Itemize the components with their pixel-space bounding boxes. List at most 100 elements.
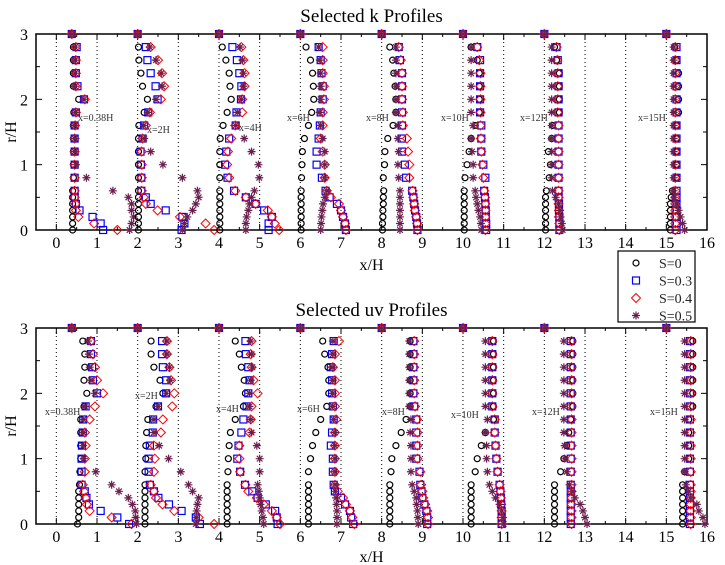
data-point	[474, 206, 483, 215]
data-point	[422, 505, 433, 517]
data-point	[404, 159, 415, 170]
data-point	[566, 335, 577, 347]
data-point	[680, 363, 689, 372]
data-point	[112, 224, 123, 236]
data-point	[253, 480, 262, 489]
data-point	[669, 160, 678, 169]
data-point	[141, 507, 149, 515]
legend-label: S=0.3	[659, 275, 692, 290]
data-point	[552, 81, 563, 92]
data-point	[391, 95, 400, 104]
data-point	[158, 82, 167, 91]
data-point	[90, 389, 99, 398]
data-point	[271, 512, 282, 523]
data-point	[467, 134, 476, 143]
data-point	[225, 69, 233, 77]
data-point	[113, 513, 122, 522]
data-point	[405, 389, 414, 398]
data-point	[566, 440, 577, 451]
data-point	[388, 455, 396, 463]
data-point	[669, 82, 678, 91]
legend-entry: S=0.3	[631, 275, 692, 290]
series-s-0-5	[133, 324, 203, 528]
legend-entry: S=0.5	[632, 310, 692, 325]
data-point	[247, 193, 256, 202]
data-point	[71, 69, 80, 78]
data-point	[127, 219, 136, 228]
data-point	[557, 219, 566, 228]
data-point	[304, 468, 313, 476]
data-point	[162, 337, 171, 346]
data-point	[66, 322, 77, 334]
data-point	[550, 481, 559, 489]
x-tick-label: 1	[93, 235, 101, 252]
data-point	[539, 322, 550, 334]
data-point	[670, 193, 679, 202]
data-point	[467, 43, 476, 52]
data-point	[556, 468, 565, 476]
data-point	[224, 455, 232, 463]
data-point	[191, 199, 200, 208]
x-tick-label: 6	[296, 235, 304, 252]
data-point	[332, 513, 341, 522]
data-point	[312, 147, 321, 156]
data-point	[547, 121, 556, 130]
data-point	[553, 133, 564, 144]
data-point	[297, 206, 305, 214]
data-point	[381, 148, 389, 156]
data-point	[459, 324, 467, 332]
data-point	[223, 494, 231, 502]
x-tick-label: 15	[658, 529, 674, 546]
data-point	[134, 219, 143, 228]
data-point	[460, 219, 468, 228]
data-point	[554, 199, 563, 208]
data-point	[548, 186, 557, 195]
data-point	[91, 375, 103, 386]
data-point	[83, 389, 91, 397]
data-point	[149, 415, 158, 424]
data-point	[242, 212, 251, 221]
data-point	[304, 507, 313, 515]
data-point	[552, 67, 563, 79]
data-point	[566, 427, 577, 438]
legend-diamond-icon	[630, 292, 642, 304]
series-s-0-5	[662, 324, 709, 528]
data-point	[79, 441, 88, 450]
data-point	[497, 506, 506, 515]
series-s-0	[215, 324, 250, 528]
data-point	[692, 500, 701, 509]
station-label: x=8H	[382, 407, 405, 418]
data-point	[262, 205, 274, 216]
station-label: x=2H	[147, 125, 170, 136]
data-point	[141, 494, 149, 502]
data-point	[467, 500, 475, 508]
data-point	[477, 159, 488, 170]
data-point	[70, 147, 79, 156]
data-point	[255, 173, 264, 182]
data-point	[680, 389, 689, 398]
data-point	[408, 480, 417, 489]
x-tick-label: 7	[337, 235, 345, 252]
data-point	[216, 187, 224, 195]
legend-star-icon	[632, 311, 640, 320]
series-s-0-4	[295, 28, 352, 236]
data-point	[676, 212, 685, 221]
data-point	[259, 520, 268, 528]
data-point	[393, 134, 402, 143]
data-point	[474, 54, 485, 66]
data-point	[394, 173, 403, 182]
data-point	[108, 186, 117, 195]
data-point	[241, 226, 250, 234]
station-label: x=4H	[216, 404, 239, 415]
data-point	[395, 186, 404, 195]
data-point	[312, 428, 320, 437]
legend-label: S=0.5	[659, 310, 692, 325]
data-point	[552, 54, 563, 66]
data-point	[96, 506, 105, 516]
data-point	[386, 507, 394, 515]
data-point	[315, 56, 324, 65]
data-point	[412, 440, 423, 451]
data-point	[685, 492, 696, 504]
data-point	[467, 481, 475, 489]
data-point	[128, 500, 137, 509]
